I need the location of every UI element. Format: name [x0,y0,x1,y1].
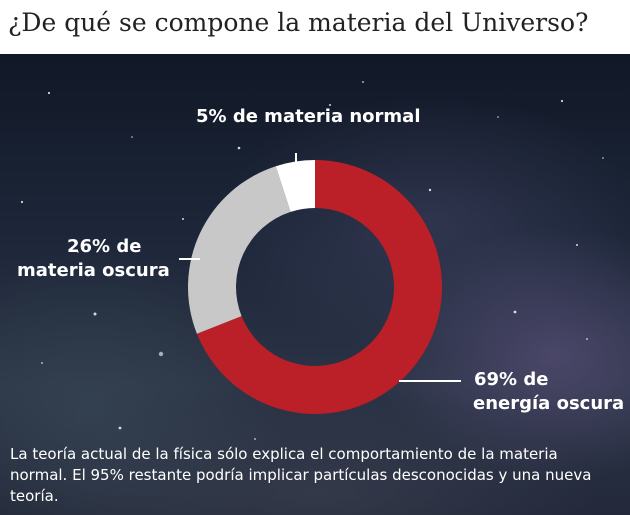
label-connectors [179,153,461,382]
chart-footnote: La teoría actual de la física sólo expli… [10,445,592,505]
normal-matter-label-text: 5% de materia normal [196,106,421,127]
donut-chart [188,160,443,414]
dark-matter-label-line-2: materia oscura [17,260,170,281]
dark-matter-label: 26% de materia oscura [17,235,170,283]
page-title: ¿De qué se compone la materia del Univer… [8,8,589,37]
dark-energy-slice [196,160,443,414]
dark-matter-label-line-1: 26% de [67,236,142,257]
normal-matter-label: 5% de materia normal [196,105,421,129]
universe-composition-donut-chart [179,153,461,414]
dark-energy-label-line-1: 69% de [474,369,549,390]
dark-matter-slice [188,166,291,334]
dark-energy-label-line-2: energía oscura [473,393,625,414]
universe-chart-panel: 5% de materia normal 26% de materia oscu… [0,54,630,515]
dark-energy-label: 69% de energía oscura [473,368,624,416]
